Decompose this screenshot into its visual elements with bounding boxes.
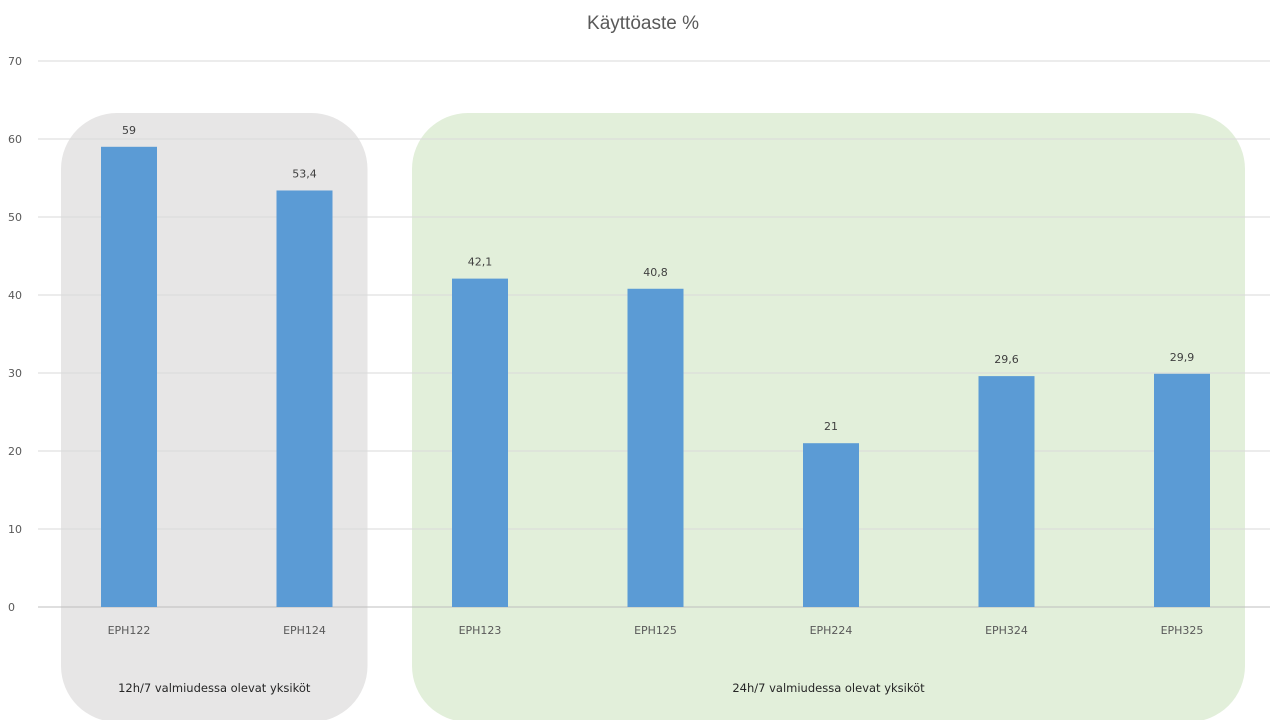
bars [101,146,1210,608]
bar-EPH124 [276,190,333,608]
data-label-EPH124: 53,4 [292,167,317,180]
chart-title: Käyttöaste % [587,13,699,34]
y-tick-label-10: 10 [8,523,22,536]
data-labels: 59 53,4 42,1 40,8 21 29,6 29,9 [122,124,1194,433]
bar-EPH324 [978,376,1035,607]
x-tick-label-EPH125: EPH125 [634,624,677,637]
y-tick-label-70: 70 [8,55,22,68]
y-tick-label-60: 60 [8,133,22,146]
bar-EPH325 [1154,373,1210,607]
y-tick-label-30: 30 [8,367,22,380]
data-label-EPH123: 42,1 [468,256,493,269]
x-tick-label-EPH124: EPH124 [283,624,326,637]
bar-EPH224 [803,443,859,607]
x-tick-label-EPH224: EPH224 [810,624,853,637]
x-tick-label-EPH324: EPH324 [985,624,1028,637]
data-label-EPH325: 29,9 [1170,351,1195,364]
data-label-EPH324: 29,6 [994,353,1019,366]
y-tick-label-0: 0 [8,601,15,614]
category-labels: EPH122 EPH124 EPH123 EPH125 EPH224 EPH324 EPH3… [108,624,1204,637]
x-tick-label-EPH122: EPH122 [108,624,151,637]
x-tick-label-EPH123: EPH123 [459,624,502,637]
group-label-2: 24h/7 valmiudessa olevat yksiköt [732,681,925,695]
data-label-EPH122: 59 [122,124,136,137]
bar-EPH123 [452,278,508,607]
bar-EPH122 [101,146,157,608]
group-labels: 12h/7 valmiudessa olevat yksiköt 24h/7 va… [118,681,925,695]
group-panel-2 [412,113,1245,720]
x-tick-label-EPH325: EPH325 [1161,624,1204,637]
data-label-EPH125: 40,8 [643,266,668,279]
y-axis-ticks: 0 10 20 30 40 50 60 70 [8,55,22,614]
y-tick-label-50: 50 [8,211,22,224]
group-label-1: 12h/7 valmiudessa olevat yksiköt [118,681,311,695]
y-tick-label-20: 20 [8,445,22,458]
y-tick-label-40: 40 [8,289,22,302]
data-label-EPH224: 21 [824,420,838,433]
bar-EPH125 [627,288,684,607]
gridlines [38,60,1270,608]
